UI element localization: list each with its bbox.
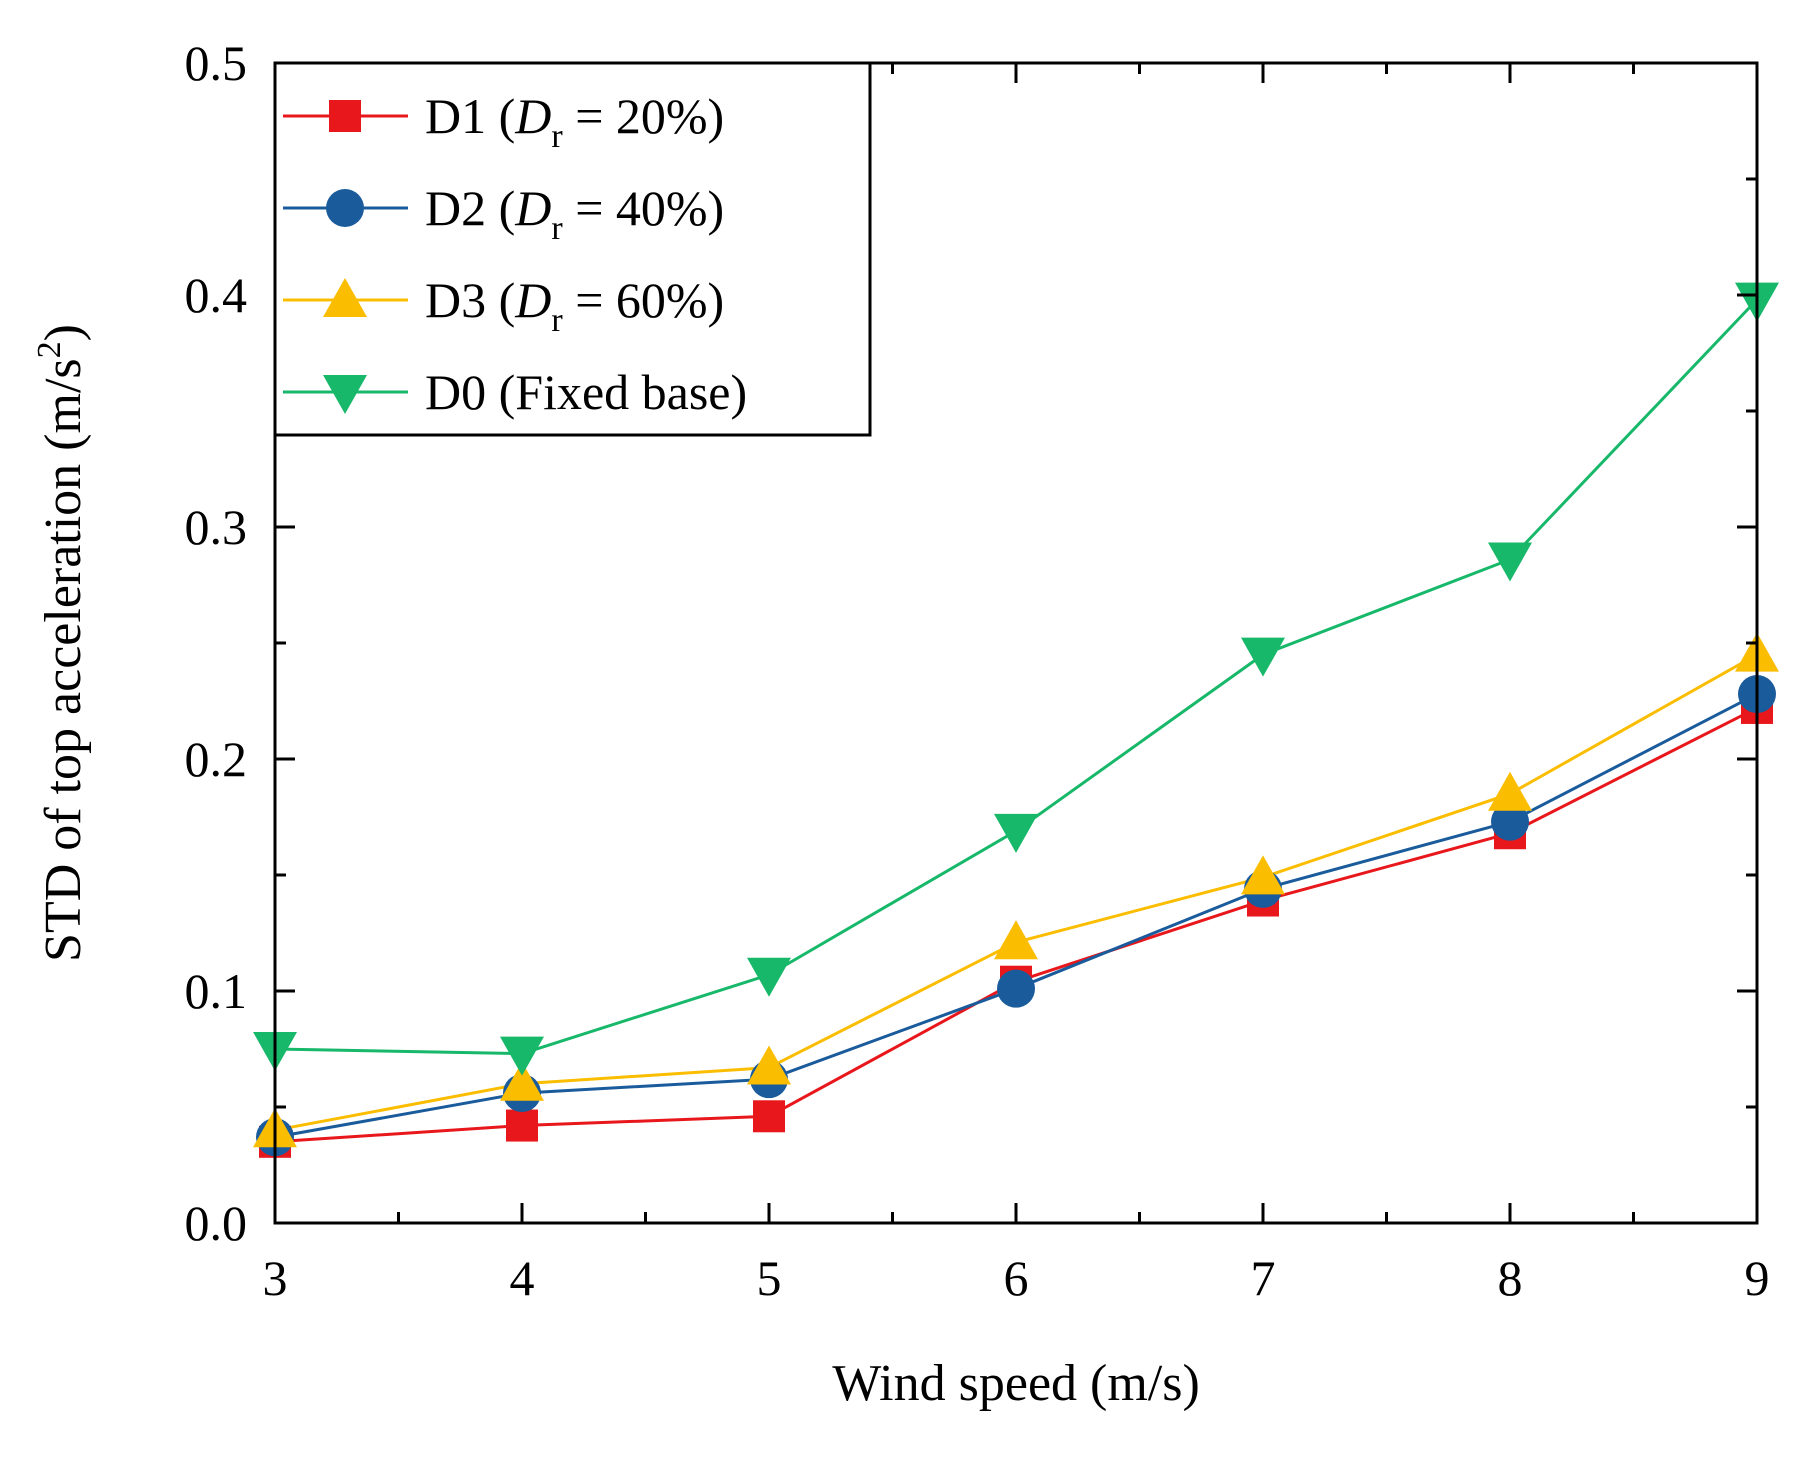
y-axis-title-superscript: 2 [31,341,68,358]
x-tick-label-5: 5 [757,1250,782,1306]
legend-label-d3: D3 (Dr = 60%) [425,272,724,339]
data-point-d3-6 [994,920,1038,960]
legend: D1 (Dr = 20%)D2 (Dr = 40%)D3 (Dr = 60%)D… [273,61,872,437]
y-tick-label-0.1: 0.1 [185,963,248,1019]
legend-label-d3-text: D3 ( [425,272,515,328]
legend-marker-d0 [323,375,367,414]
x-tick-label-4: 4 [510,1250,535,1306]
legend-label-d1-value: = 20%) [563,88,725,144]
data-point-d3-7 [1241,855,1285,895]
legend-label-d2: D2 (Dr = 40%) [425,180,724,247]
legend-label-d0-text: D0 (Fixed base) [425,364,747,420]
y-tick-label-0: 0.0 [185,1195,248,1251]
x-axis-title: Wind speed (m/s) [832,1355,1200,1412]
legend-label-d3-subscript: r [551,302,563,339]
x-tick-label-8: 8 [1498,1250,1523,1306]
x-tick-label-9: 9 [1745,1250,1770,1306]
x-tick-label-7: 7 [1251,1250,1276,1306]
data-point-d2-8 [1491,802,1529,841]
data-point-d1-5 [753,1100,785,1133]
data-point-d3-8 [1488,771,1532,811]
legend-marker-d2 [326,189,364,227]
y-axis-title-main: STD of top acceleration (m/s [35,358,92,962]
data-point-d0-5 [747,957,791,997]
y-tick-label-0.2: 0.2 [185,731,248,787]
legend-box [273,61,872,437]
y-tick-label-0.4: 0.4 [185,267,248,323]
x-tick-label-3: 3 [263,1250,288,1306]
data-point-d0-6 [994,813,1038,853]
data-point-d3-5 [747,1045,791,1085]
x-tick-label-6: 6 [1004,1250,1029,1306]
legend-label-d3-value: = 60%) [563,272,725,328]
data-point-d0-7 [1241,637,1285,677]
legend-label-d3-symbol: D [514,272,551,328]
legend-label-d2-text: D2 ( [425,180,515,236]
series-line-d2 [274,692,1758,1139]
data-point-d1-4 [506,1109,538,1142]
legend-label-d1-subscript: r [551,118,563,155]
legend-label-d2-subscript: r [551,210,563,247]
legend-label-d2-value: = 40%) [563,180,725,236]
legend-label-d2-symbol: D [514,180,551,236]
legend-label-d1-text: D1 ( [425,88,515,144]
y-tick-label-0.5: 0.5 [185,35,248,91]
legend-marker-d1 [329,100,361,132]
legend-label-d0: D0 (Fixed base) [425,364,747,420]
y-axis-title: STD of top acceleration (m/s2) [31,324,92,962]
legend-label-d1: D1 (Dr = 20%) [425,88,724,155]
y-tick-label-0.3: 0.3 [185,499,248,555]
data-point-d2-6 [997,969,1035,1008]
series-line-d3 [274,653,1758,1132]
data-point-d0-4 [500,1036,544,1076]
data-point-d0-8 [1488,542,1532,582]
data-point-d3-4 [500,1061,544,1101]
y-axis-title-close: ) [35,324,92,341]
legend-label-d1-symbol: D [514,88,551,144]
legend-marker-d3 [323,278,367,317]
